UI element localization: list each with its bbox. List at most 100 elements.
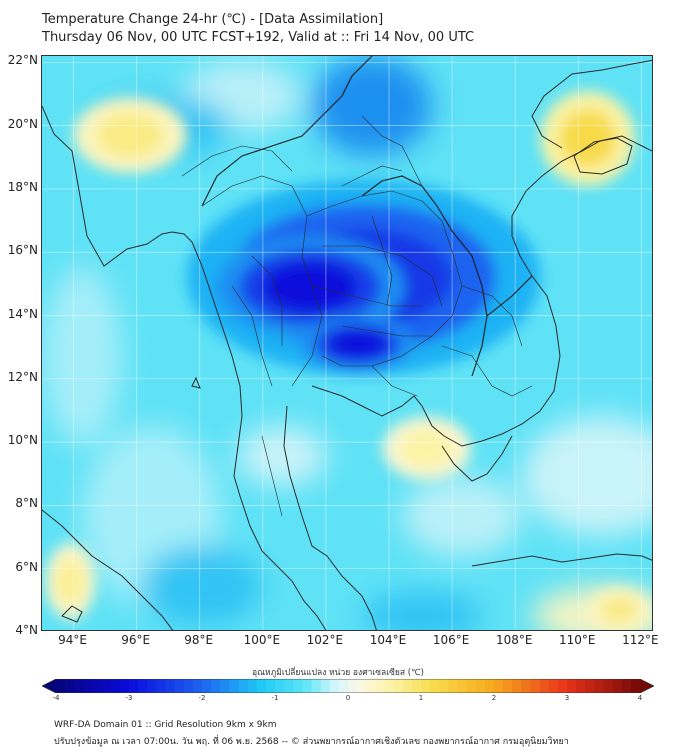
colorbar-bin: [338, 679, 349, 693]
colorbar-bin: [539, 679, 550, 693]
province-border: [371, 365, 418, 397]
colorbar-bin: [211, 679, 221, 693]
colorbar-bin: [92, 679, 103, 693]
colorbar-bin: [329, 679, 340, 693]
colorbar-bin: [366, 679, 376, 693]
footer-credit: ปรับปรุงข้อมูล ณ เวลา 07:00น. วัน พฤ. ที…: [54, 737, 569, 747]
field-blob: [559, 109, 617, 167]
country-border: [486, 275, 533, 317]
province-border: [361, 115, 423, 187]
province-border: [371, 215, 393, 307]
colorbar-bin: [594, 679, 604, 693]
lon-tick-label: 112°E: [622, 633, 659, 647]
colorbar-bin: [174, 679, 185, 693]
lat-tick-label: 8°N: [15, 496, 38, 511]
colorbar-bin: [621, 679, 632, 693]
lat-tick-label: 10°N: [7, 433, 38, 448]
colorbar-bin: [375, 679, 385, 693]
province-border: [231, 285, 273, 387]
coastline: [283, 405, 377, 630]
temperature-map: [42, 56, 652, 630]
deep-patch: [142, 546, 262, 626]
province-border: [322, 245, 443, 307]
field-blob: [262, 261, 358, 313]
colorbar-bin: [65, 679, 75, 693]
colorbar-tick-label: 1: [418, 694, 424, 702]
colorbar-bin: [202, 679, 212, 693]
island-outline: [191, 376, 201, 389]
colorbar-bin: [384, 679, 395, 693]
lon-tick-label: 108°E: [495, 633, 533, 647]
lat-tick-label: 14°N: [7, 306, 38, 321]
lon-tick-label: 104°E: [369, 633, 407, 647]
colorbar-bin: [357, 679, 367, 693]
field-blob: [400, 429, 454, 468]
colorbar-bin: [101, 679, 112, 693]
colorbar-tick-label: 4: [637, 694, 643, 702]
lon-tick-label: 106°E: [432, 633, 470, 647]
colorbar-bin: [320, 679, 331, 693]
field-blob: [329, 329, 386, 359]
colorbar-tick-label: -3: [125, 694, 133, 702]
coastlines: [42, 59, 652, 630]
colorbar-bin: [612, 679, 623, 693]
colorbar-bin: [421, 679, 431, 693]
colorbar-bin: [585, 679, 595, 693]
colorbar-bin: [56, 679, 66, 693]
province-borders: [181, 115, 533, 517]
colorbar-tick-label: 3: [564, 694, 570, 702]
coastline: [311, 135, 652, 447]
colorbar-bin: [411, 679, 422, 693]
province-border: [251, 255, 283, 346]
colorbar-bin: [530, 679, 541, 693]
colorbar-bin: [247, 679, 258, 693]
colorbar-bin: [448, 679, 458, 693]
colorbar-tick-label: -4: [52, 694, 60, 702]
colorbar-bin: [630, 679, 641, 693]
island-outline: [42, 509, 174, 630]
lon-tick-label: 110°E: [559, 633, 596, 647]
deep-patch: [312, 56, 432, 156]
lat-tick-label: 18°N: [7, 179, 38, 194]
footer-model-info: WRF-DA Domain 01 :: Grid Resolution 9km …: [54, 720, 277, 730]
colorbar-bin: [165, 679, 176, 693]
colorbar-bin: [284, 679, 294, 693]
colorbar-bin: [138, 679, 148, 693]
lat-tick-label: 20°N: [7, 116, 38, 131]
graticule: [42, 56, 652, 630]
lon-tick-label: 98°E: [184, 633, 214, 647]
lat-tick-label: 6°N: [15, 559, 38, 574]
island-outline: [471, 553, 652, 567]
colorbar-bin: [475, 679, 486, 693]
map-title: Temperature Change 24-hr (℃) - [Data Ass…: [42, 12, 384, 27]
coastline: [441, 435, 513, 482]
lat-tick-label: 4°N: [15, 623, 38, 637]
field-blob: [96, 112, 165, 158]
colorbar-bin: [293, 679, 303, 693]
country-border: [361, 175, 488, 377]
field-blob: [600, 596, 639, 624]
colorbar-bin: [147, 679, 157, 693]
lon-tick-label: 102°E: [306, 633, 344, 647]
province-border: [441, 345, 533, 397]
province-border: [341, 165, 403, 187]
colorbar-bin: [83, 679, 93, 693]
colorbar-tick-label: 0: [345, 694, 351, 702]
colorbar-bin: [238, 679, 249, 693]
colorbar-bin: [457, 679, 468, 693]
map-subtitle: Thursday 06 Nov, 00 UTC FCST+192, Valid …: [42, 30, 475, 45]
colorbar-max-extend: [640, 679, 654, 693]
colorbar-tick-label: 2: [491, 694, 497, 702]
colorbar-bin: [430, 679, 440, 693]
colorbar-bin: [302, 679, 312, 693]
colorbar-bin: [220, 679, 230, 693]
pale-patch: [237, 426, 327, 486]
lat-tick-label: 12°N: [7, 369, 38, 384]
colorbar-bin: [229, 679, 239, 693]
colorbar-bin: [192, 679, 203, 693]
colorbar-min-extend: [42, 679, 56, 693]
province-border: [181, 145, 293, 177]
province-border: [261, 435, 283, 517]
province-border: [311, 285, 422, 307]
colorbar-bin: [275, 679, 285, 693]
